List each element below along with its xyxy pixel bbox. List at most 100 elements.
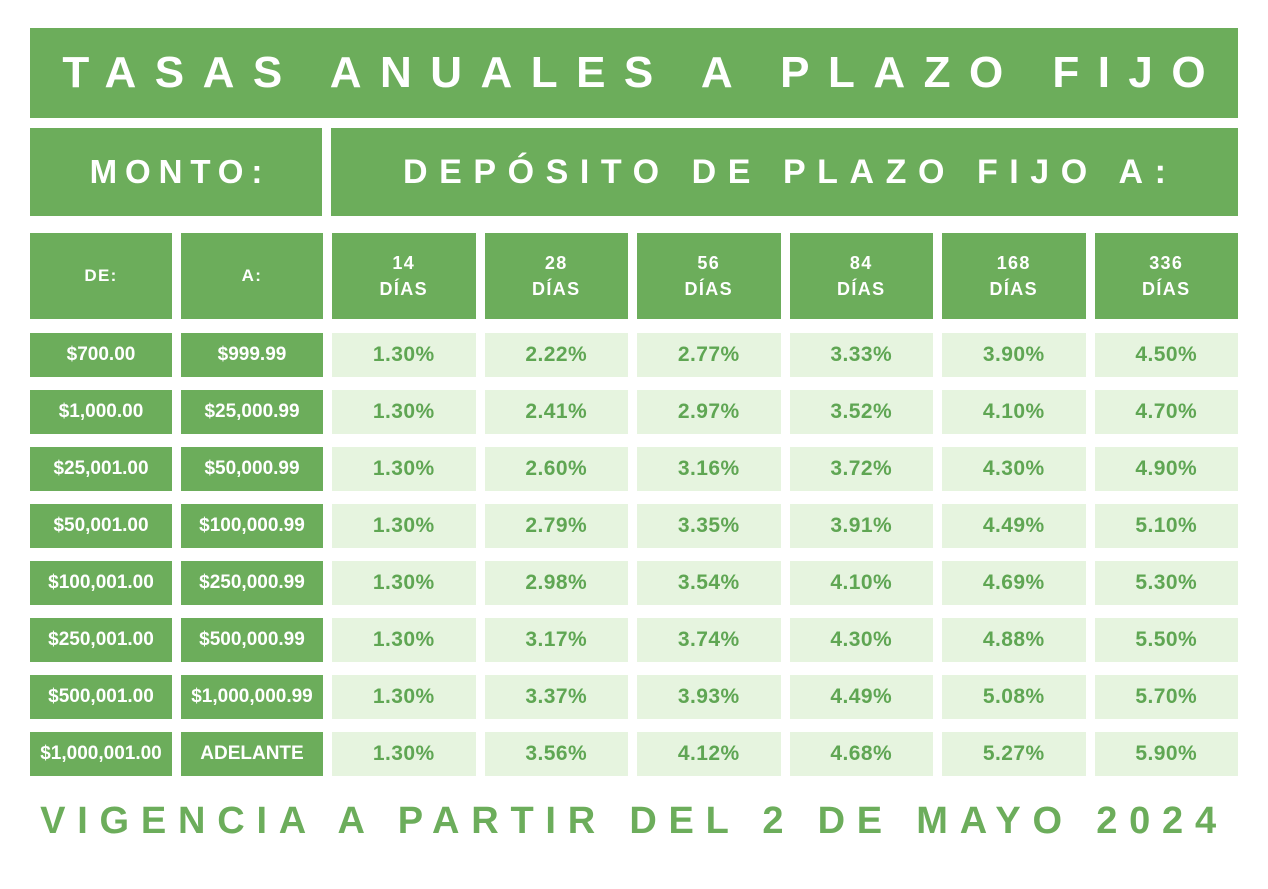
rate-cell: 3.16% — [637, 447, 781, 491]
rates-table-body: $700.00 $999.99 1.30% 2.22% 2.77% 3.33% … — [30, 333, 1238, 776]
amount-from-cell: $50,001.00 — [30, 504, 172, 548]
rate-cell: 5.08% — [942, 675, 1086, 719]
column-header-14-dias: 14 DÍAS — [332, 233, 476, 319]
rate-cell: 5.70% — [1094, 675, 1238, 719]
term-unit: DÍAS — [989, 279, 1038, 299]
table-row: $700.00 $999.99 1.30% 2.22% 2.77% 3.33% … — [30, 333, 1238, 377]
term-days: 168 — [996, 252, 1031, 273]
amount-from-cell: $250,001.00 — [30, 618, 172, 662]
rate-cell: 3.56% — [484, 732, 628, 776]
rate-cell: 5.10% — [1094, 504, 1238, 548]
deposito-header: DEPÓSITO DE PLAZO FIJO A: — [331, 128, 1238, 216]
rate-cell: 1.30% — [332, 390, 476, 434]
rate-cell: 3.72% — [789, 447, 933, 491]
amount-to-cell: $999.99 — [181, 333, 323, 377]
rate-cell: 2.60% — [484, 447, 628, 491]
column-header-336-dias: 336 DÍAS — [1094, 233, 1238, 319]
column-header-a: A: — [181, 233, 323, 319]
rate-cell: 5.50% — [1094, 618, 1238, 662]
rate-cell: 3.54% — [637, 561, 781, 605]
term-days: 336 — [1149, 252, 1184, 273]
rate-cell: 4.68% — [789, 732, 933, 776]
rate-cell: 3.93% — [637, 675, 781, 719]
rate-cell: 1.30% — [332, 618, 476, 662]
term-unit: DÍAS — [837, 279, 886, 299]
page-title: TASAS ANUALES A PLAZO FIJO — [30, 28, 1238, 118]
rate-cell: 5.90% — [1094, 732, 1238, 776]
column-header-de: DE: — [30, 233, 172, 319]
amount-from-cell: $500,001.00 — [30, 675, 172, 719]
rate-cell: 4.88% — [942, 618, 1086, 662]
table-row: $100,001.00 $250,000.99 1.30% 2.98% 3.54… — [30, 561, 1238, 605]
amount-from-cell: $1,000,001.00 — [30, 732, 172, 776]
rate-cell: 1.30% — [332, 561, 476, 605]
rate-cell: 3.35% — [637, 504, 781, 548]
page-title-text: TASAS ANUALES A PLAZO FIJO — [62, 48, 1225, 97]
rate-cell: 3.91% — [789, 504, 933, 548]
column-header-56-dias: 56 DÍAS — [637, 233, 781, 319]
column-headers: DE: A: 14 DÍAS 28 DÍAS 56 DÍAS 84 DÍAS 1… — [30, 233, 1238, 319]
table-row: $500,001.00 $1,000,000.99 1.30% 3.37% 3.… — [30, 675, 1238, 719]
rate-cell: 3.52% — [789, 390, 933, 434]
table-row: $25,001.00 $50,000.99 1.30% 2.60% 3.16% … — [30, 447, 1238, 491]
rate-cell: 4.30% — [789, 618, 933, 662]
term-days: 56 — [697, 252, 721, 273]
validity-note: VIGENCIA A PARTIR DEL 2 DE MAYO 2024 — [40, 800, 1228, 842]
rate-cell: 4.10% — [942, 390, 1086, 434]
column-header-28-dias: 28 DÍAS — [484, 233, 628, 319]
amount-from-cell: $700.00 — [30, 333, 172, 377]
rate-cell: 2.41% — [484, 390, 628, 434]
term-days: 84 — [849, 252, 873, 273]
term-unit: DÍAS — [1142, 279, 1191, 299]
rate-cell: 2.98% — [484, 561, 628, 605]
column-header-168-dias: 168 DÍAS — [942, 233, 1086, 319]
rates-flyer: TASAS ANUALES A PLAZO FIJO MONTO: DEPÓSI… — [30, 28, 1238, 842]
amount-to-cell: $50,000.99 — [181, 447, 323, 491]
rate-cell: 1.30% — [332, 447, 476, 491]
rate-cell: 2.97% — [637, 390, 781, 434]
term-days: 28 — [544, 252, 568, 273]
monto-header: MONTO: — [30, 128, 322, 216]
rate-cell: 3.74% — [637, 618, 781, 662]
rate-cell: 2.22% — [484, 333, 628, 377]
amount-to-cell: $250,000.99 — [181, 561, 323, 605]
rate-cell: 4.69% — [942, 561, 1086, 605]
rate-cell: 3.37% — [484, 675, 628, 719]
table-row: $1,000.00 $25,000.99 1.30% 2.41% 2.97% 3… — [30, 390, 1238, 434]
rate-cell: 3.90% — [942, 333, 1086, 377]
rate-cell: 2.77% — [637, 333, 781, 377]
rate-cell: 4.50% — [1094, 333, 1238, 377]
term-days: 14 — [392, 252, 416, 273]
rate-cell: 1.30% — [332, 675, 476, 719]
term-unit: DÍAS — [379, 279, 428, 299]
rate-cell: 4.49% — [789, 675, 933, 719]
term-unit: DÍAS — [532, 279, 581, 299]
rate-cell: 5.27% — [942, 732, 1086, 776]
subheader-row: MONTO: DEPÓSITO DE PLAZO FIJO A: — [30, 128, 1238, 216]
rate-cell: 1.30% — [332, 504, 476, 548]
rate-cell: 4.30% — [942, 447, 1086, 491]
rate-cell: 4.90% — [1094, 447, 1238, 491]
rate-cell: 5.30% — [1094, 561, 1238, 605]
rate-cell: 2.79% — [484, 504, 628, 548]
amount-to-cell: $100,000.99 — [181, 504, 323, 548]
rate-cell: 1.30% — [332, 732, 476, 776]
term-unit: DÍAS — [684, 279, 733, 299]
rate-cell: 4.49% — [942, 504, 1086, 548]
table-row: $1,000,001.00 ADELANTE 1.30% 3.56% 4.12%… — [30, 732, 1238, 776]
column-header-84-dias: 84 DÍAS — [789, 233, 933, 319]
amount-to-cell: $1,000,000.99 — [181, 675, 323, 719]
rate-cell: 4.12% — [637, 732, 781, 776]
rate-cell: 3.33% — [789, 333, 933, 377]
amount-to-cell: $500,000.99 — [181, 618, 323, 662]
table-row: $50,001.00 $100,000.99 1.30% 2.79% 3.35%… — [30, 504, 1238, 548]
amount-from-cell: $1,000.00 — [30, 390, 172, 434]
amount-to-cell: ADELANTE — [181, 732, 323, 776]
rate-cell: 4.70% — [1094, 390, 1238, 434]
rate-cell: 4.10% — [789, 561, 933, 605]
amount-from-cell: $100,001.00 — [30, 561, 172, 605]
rate-cell: 1.30% — [332, 333, 476, 377]
rate-cell: 3.17% — [484, 618, 628, 662]
amount-from-cell: $25,001.00 — [30, 447, 172, 491]
amount-to-cell: $25,000.99 — [181, 390, 323, 434]
